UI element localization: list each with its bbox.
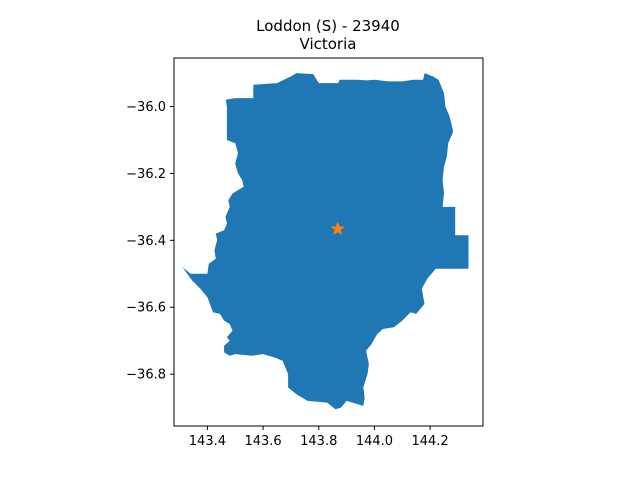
y-axis: −36.0 −36.2 −36.4 −36.6 −36.8 [126, 100, 174, 383]
loddon-region [182, 73, 469, 410]
axes-frame [173, 57, 484, 427]
y-tick-label: −36.6 [126, 301, 166, 316]
y-tick-label: −36.8 [126, 368, 166, 383]
chart-subtitle: Victoria [300, 35, 357, 53]
y-tick-label: −36.4 [126, 234, 166, 249]
y-tick-label: −36.0 [126, 100, 166, 115]
x-tick-label: 144.2 [411, 434, 448, 449]
chart-title: Loddon (S) - 23940 [256, 17, 400, 35]
y-tick-label: −36.2 [126, 167, 166, 182]
x-tick-label: 144.0 [356, 434, 393, 449]
plot-area [182, 73, 469, 410]
marker-layer [330, 221, 345, 236]
x-axis: 143.4 143.6 143.8 144.0 144.2 [189, 426, 449, 449]
centroid-star-marker [330, 221, 345, 236]
x-tick-label: 143.4 [189, 434, 226, 449]
x-tick-label: 143.8 [300, 434, 337, 449]
x-tick-label: 143.6 [244, 434, 281, 449]
